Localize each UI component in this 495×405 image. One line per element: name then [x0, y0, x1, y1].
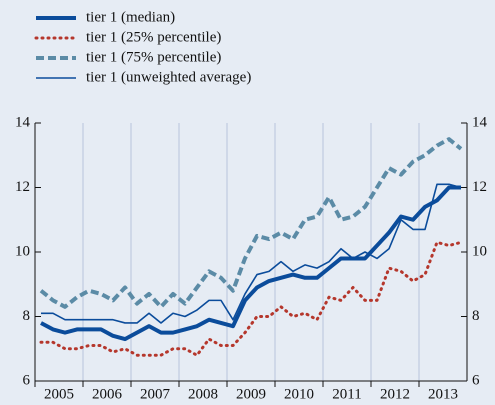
legend-label: tier 1 (75% percentile)	[86, 49, 221, 65]
x-tick-label: 2011	[332, 386, 361, 402]
y2-tick-label: 10	[472, 243, 487, 259]
y2-tick-label: 12	[472, 179, 487, 195]
y-tick-label: 6	[23, 372, 31, 388]
series-line	[40, 185, 461, 342]
y-tick-label: 12	[15, 179, 30, 195]
x-tick-label: 2007	[140, 386, 171, 402]
x-tick-label: 2008	[188, 386, 218, 402]
y2-tick-label: 6	[472, 372, 480, 388]
series-line	[41, 183, 462, 324]
series-line	[39, 137, 463, 309]
x-tick-label: 2006	[92, 386, 123, 402]
legend-label: tier 1 (25% percentile)	[86, 29, 221, 45]
x-tick-label: 2013	[428, 386, 458, 402]
legend-label: tier 1 (unweighted average)	[86, 69, 251, 85]
y-tick-label: 8	[23, 308, 31, 324]
legend-label: tier 1 (median)	[86, 9, 175, 25]
x-tick-label: 2005	[44, 386, 74, 402]
series-line	[39, 240, 463, 357]
x-tick-label: 2012	[380, 386, 410, 402]
x-tick-label: 2010	[284, 386, 314, 402]
x-tick-label: 2009	[236, 386, 266, 402]
y2-tick-label: 14	[472, 114, 488, 130]
y-tick-label: 10	[15, 243, 30, 259]
y-tick-label: 14	[15, 114, 31, 130]
y2-tick-label: 8	[472, 308, 480, 324]
